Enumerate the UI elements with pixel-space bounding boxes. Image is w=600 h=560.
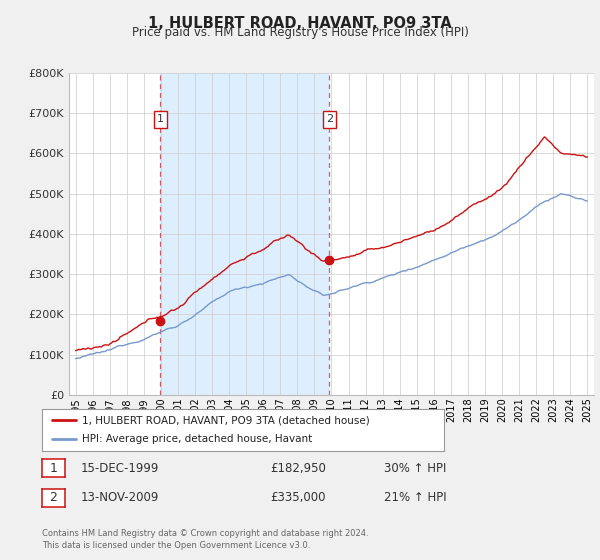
Bar	[160, 73, 329, 395]
Text: 13-NOV-2009: 13-NOV-2009	[81, 491, 160, 505]
Text: HPI: Average price, detached house, Havant: HPI: Average price, detached house, Hava…	[82, 435, 313, 445]
Text: 1: 1	[157, 114, 164, 124]
Text: 1, HULBERT ROAD, HAVANT, PO9 3TA: 1, HULBERT ROAD, HAVANT, PO9 3TA	[148, 16, 452, 31]
Text: Contains HM Land Registry data © Crown copyright and database right 2024.
This d: Contains HM Land Registry data © Crown c…	[42, 529, 368, 550]
Text: 30% ↑ HPI: 30% ↑ HPI	[384, 461, 446, 475]
Text: Price paid vs. HM Land Registry's House Price Index (HPI): Price paid vs. HM Land Registry's House …	[131, 26, 469, 39]
Text: 2: 2	[49, 491, 58, 505]
Text: £335,000: £335,000	[270, 491, 325, 505]
Text: 21% ↑ HPI: 21% ↑ HPI	[384, 491, 446, 505]
Text: 2: 2	[326, 114, 333, 124]
Text: £182,950: £182,950	[270, 461, 326, 475]
Text: 1, HULBERT ROAD, HAVANT, PO9 3TA (detached house): 1, HULBERT ROAD, HAVANT, PO9 3TA (detach…	[82, 415, 370, 425]
Text: 1: 1	[49, 461, 58, 475]
Text: 15-DEC-1999: 15-DEC-1999	[81, 461, 160, 475]
